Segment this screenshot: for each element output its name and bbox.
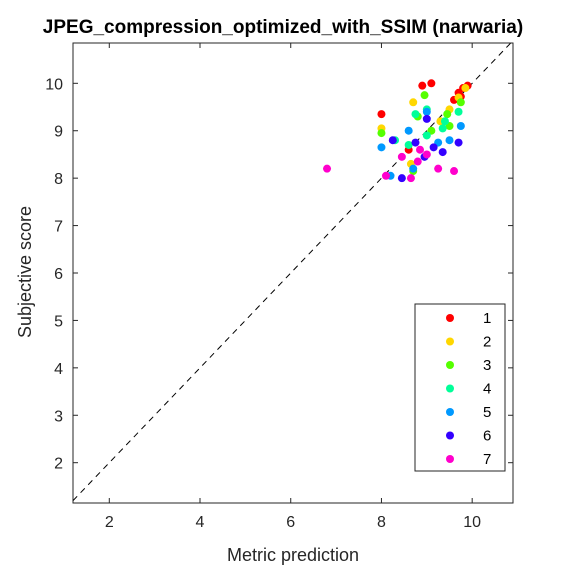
data-point-series-4 <box>438 124 447 133</box>
data-point-series-5 <box>456 121 465 130</box>
data-point-series-6 <box>388 136 397 145</box>
data-point-series-3 <box>377 129 386 138</box>
data-point-series-5 <box>422 107 431 116</box>
legend-marker <box>446 431 454 440</box>
data-point-series-5 <box>409 164 418 173</box>
y-tick-label: 9 <box>54 124 63 141</box>
data-point-series-3 <box>456 98 465 107</box>
legend-entry-label: 7 <box>483 451 491 468</box>
x-tick-label: 4 <box>196 514 205 531</box>
data-point-series-6 <box>454 138 463 147</box>
legend-entry-label: 3 <box>483 357 491 374</box>
data-points <box>323 79 472 183</box>
data-point-series-6 <box>429 143 438 152</box>
data-point-series-6 <box>438 148 447 157</box>
y-tick-label: 7 <box>54 219 63 236</box>
legend-entry-label: 5 <box>483 404 491 421</box>
y-tick-label: 3 <box>54 408 63 425</box>
data-point-series-6 <box>422 114 431 123</box>
data-point-series-5 <box>377 143 386 152</box>
axis-ticks: 2 4 6 8 10 2 3 4 5 6 7 8 9 10 <box>45 43 513 531</box>
data-point-series-6 <box>397 174 406 183</box>
y-tick-label: 4 <box>54 361 63 378</box>
data-point-series-3 <box>420 91 429 100</box>
data-point-series-4 <box>454 107 463 116</box>
legend-entry-label: 1 <box>483 310 491 327</box>
y-tick-label: 10 <box>45 76 63 93</box>
data-point-series-4 <box>422 131 431 140</box>
y-tick-label: 2 <box>54 456 63 473</box>
data-point-series-4 <box>411 110 420 119</box>
legend-marker <box>446 314 454 322</box>
data-point-series-3 <box>443 110 452 119</box>
legend-marker <box>446 408 454 416</box>
legend-entry-label: 6 <box>483 428 491 445</box>
x-tick-label: 6 <box>286 514 295 531</box>
data-point-series-7 <box>416 145 425 154</box>
x-axis-label: Metric prediction <box>227 545 359 565</box>
data-point-series-5 <box>445 136 454 145</box>
data-point-series-7 <box>450 167 459 176</box>
data-point-series-7 <box>413 157 422 166</box>
y-axis-label: Subjective score <box>15 206 35 338</box>
data-point-series-1 <box>377 110 386 119</box>
data-point-series-4 <box>440 117 449 126</box>
data-point-series-2 <box>409 98 418 107</box>
data-point-series-7 <box>397 152 406 161</box>
y-tick-label: 6 <box>54 266 63 283</box>
data-point-series-5 <box>404 126 413 135</box>
data-point-series-1 <box>427 79 436 88</box>
legend-marker <box>446 455 454 463</box>
legend-marker <box>446 361 454 369</box>
data-point-series-1 <box>418 81 427 90</box>
data-point-series-6 <box>411 138 420 147</box>
y-tick-label: 5 <box>54 313 63 330</box>
x-tick-label: 2 <box>105 514 114 531</box>
data-point-series-7 <box>323 164 332 173</box>
data-point-series-4 <box>404 140 413 149</box>
legend-entry-label: 2 <box>483 334 491 351</box>
data-point-series-2 <box>461 84 470 93</box>
x-tick-label: 8 <box>377 514 386 531</box>
chart-title: JPEG_compression_optimized_with_SSIM (na… <box>43 17 523 38</box>
legend-marker <box>446 337 454 346</box>
data-point-series-7 <box>422 150 431 159</box>
x-tick-label: 10 <box>463 514 481 531</box>
legend: 1 2 3 4 5 6 7 <box>414 303 506 472</box>
legend-marker <box>446 384 454 393</box>
legend-box <box>414 303 506 472</box>
legend-entry-label: 4 <box>483 381 491 398</box>
data-point-series-7 <box>434 164 443 173</box>
y-tick-label: 8 <box>54 171 63 188</box>
data-point-series-7 <box>406 174 415 183</box>
data-point-series-7 <box>381 171 390 180</box>
